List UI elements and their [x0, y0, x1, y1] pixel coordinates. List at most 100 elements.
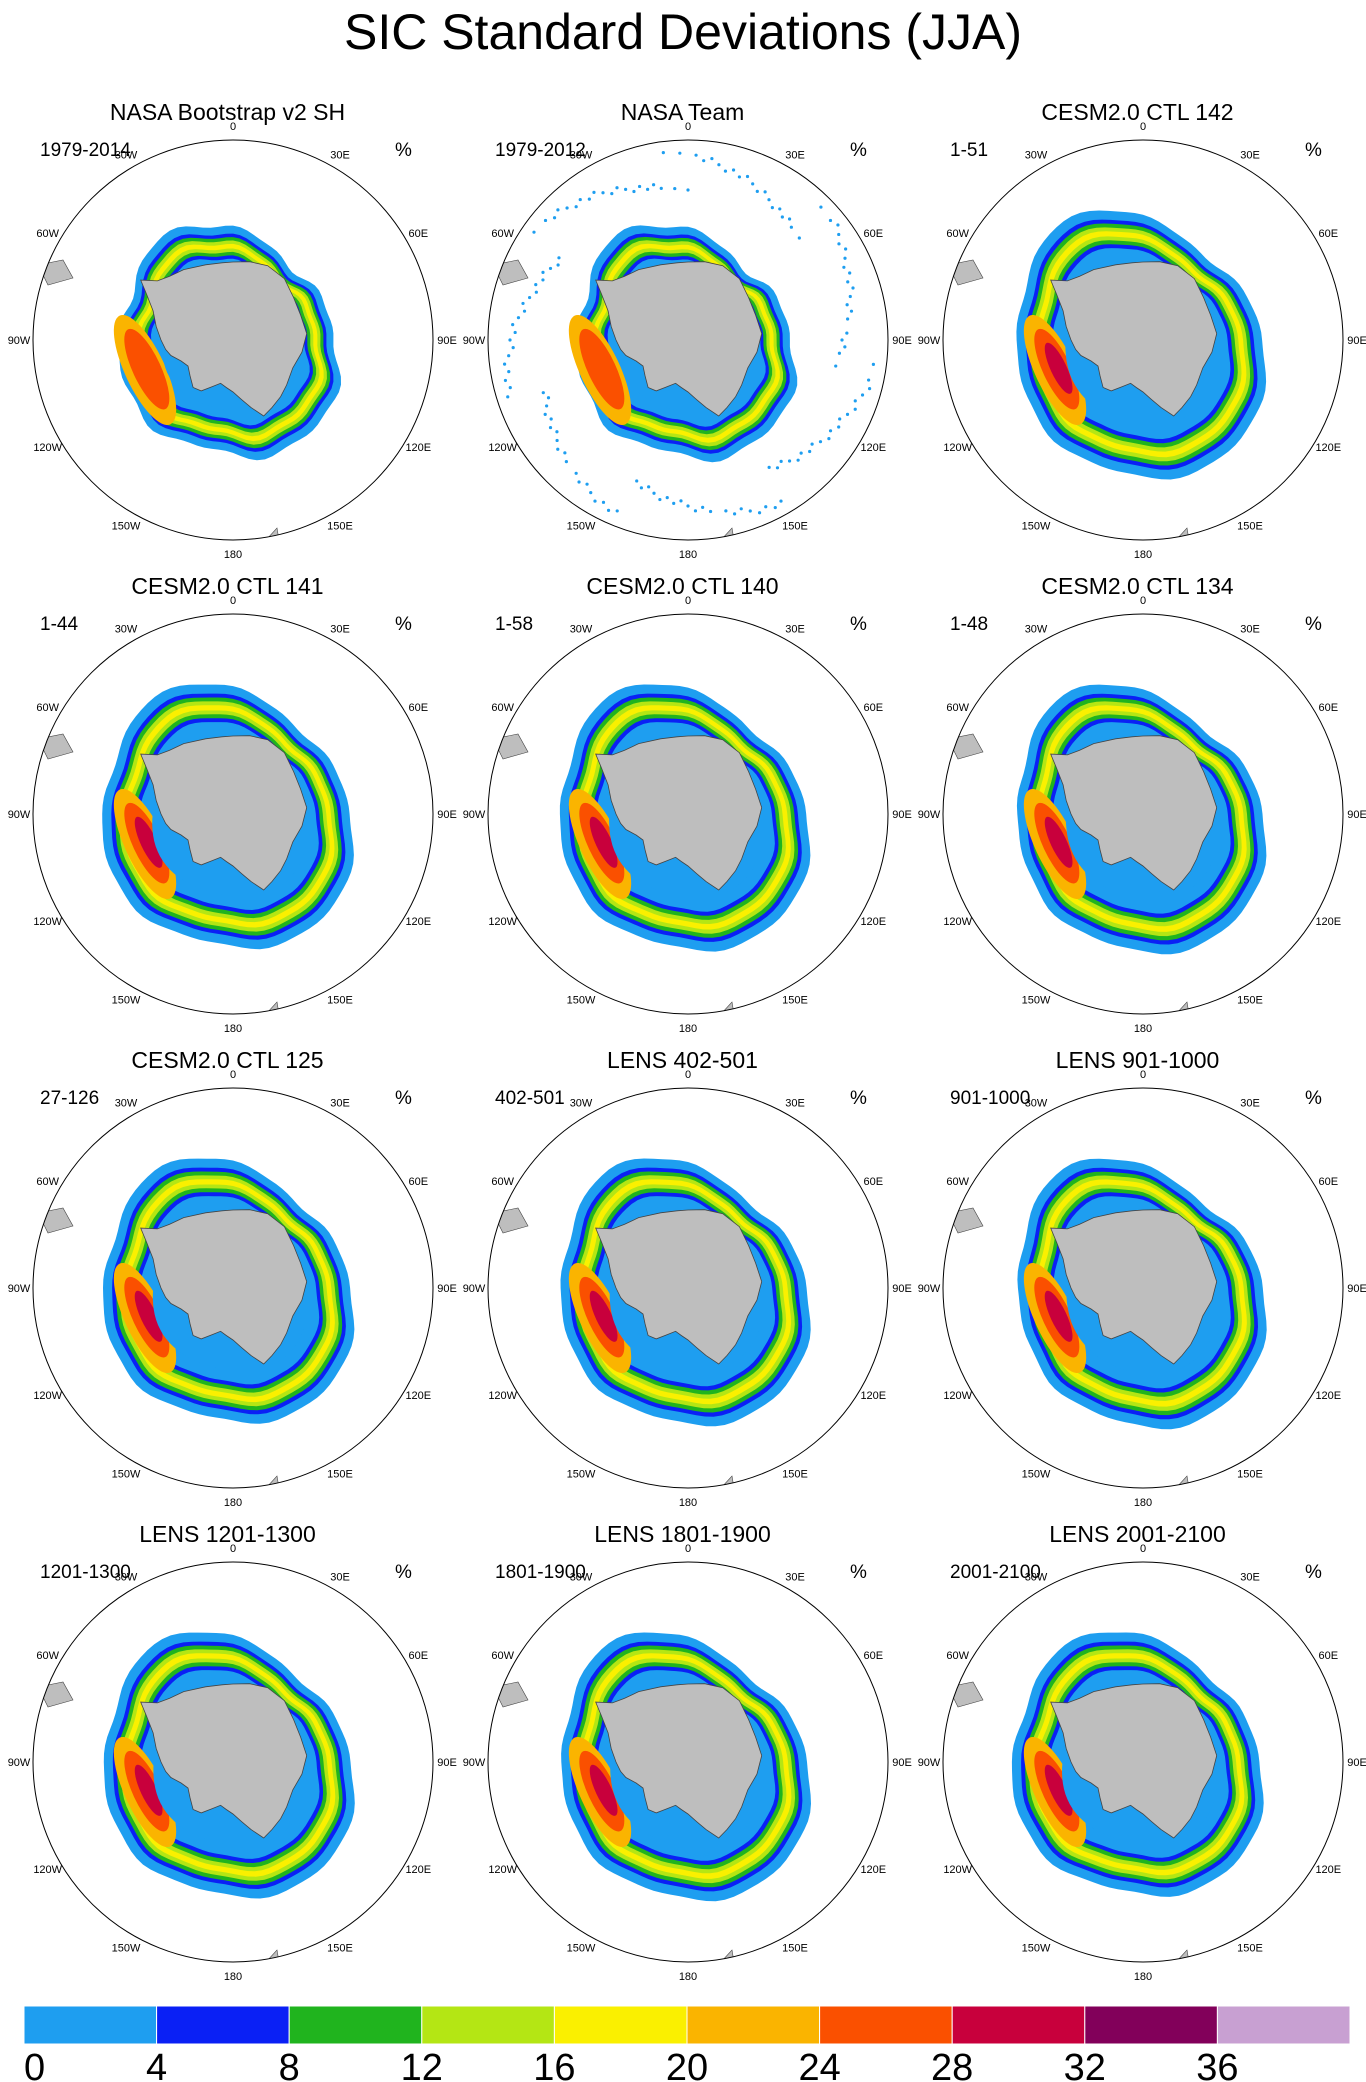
longitude-label: 90E — [1347, 335, 1366, 347]
longitude-label: 60E — [864, 228, 884, 240]
longitude-label: 30E — [785, 1098, 805, 1110]
longitude-label: 60E — [1319, 1176, 1339, 1188]
panel-title: NASA Bootstrap v2 SH — [109, 99, 346, 125]
panel-title: LENS 901-1000 — [1055, 1047, 1220, 1073]
longitude-label: 90W — [8, 1283, 31, 1295]
longitude-label: 30W — [570, 624, 593, 636]
longitude-label: 30E — [1240, 1098, 1260, 1110]
colorbar-swatch — [156, 2005, 290, 2045]
longitude-label: 150E — [782, 1468, 808, 1480]
longitude-label: 150W — [1022, 994, 1051, 1006]
longitude-label: 120E — [860, 916, 886, 928]
colorbar-swatch — [553, 2005, 688, 2045]
longitude-label: 30W — [570, 1572, 593, 1584]
longitude-label: 120E — [405, 1390, 431, 1402]
colorbar-swatch — [951, 2005, 1086, 2045]
panel-period: 1-51 — [950, 140, 989, 161]
longitude-label: 30W — [1025, 1572, 1048, 1584]
longitude-label: 0 — [1140, 595, 1146, 607]
map-boundary — [32, 139, 434, 541]
map-boundary — [487, 1087, 889, 1489]
polar-map: 0 30E 60E 90E 120E 150E 180 150W 120W 90W 60W 30W — [463, 595, 912, 1035]
panel-title: LENS 402-501 — [607, 1047, 758, 1073]
longitude-label: 90W — [8, 1757, 31, 1769]
panel-period: 1979-2014 — [40, 140, 131, 161]
panel-unit: % — [850, 1562, 867, 1583]
polar-map: 0 30E 60E 90E 120E 150E 180 150W 120W 90W 60W 30W — [463, 1543, 912, 1983]
panel-unit: % — [850, 1088, 867, 1109]
longitude-label: 90W — [8, 809, 31, 821]
longitude-label: 180 — [224, 1497, 242, 1509]
panel-unit: % — [1305, 140, 1322, 161]
longitude-label: 120W — [943, 1864, 972, 1876]
longitude-label: 120W — [33, 442, 62, 454]
longitude-label: 150W — [567, 1942, 596, 1954]
panel-unit: % — [1305, 614, 1322, 635]
map-boundary — [32, 1561, 434, 1963]
longitude-label: 120E — [860, 442, 886, 454]
map-panel: 0 30E 60E 90E 120E 150E 180 150W 120W 90W 60W 30W LE… — [455, 1422, 912, 1983]
longitude-label: 150W — [112, 1468, 141, 1480]
figure-title: SIC Standard Deviations (JJA) — [343, 4, 1023, 60]
panel-period: 1-44 — [40, 614, 79, 635]
longitude-label: 30E — [785, 150, 805, 162]
longitude-label: 30E — [330, 1098, 350, 1110]
longitude-label: 150W — [567, 994, 596, 1006]
longitude-label: 90W — [463, 335, 486, 347]
colorbar-swatch — [1216, 2005, 1351, 2045]
longitude-label: 90E — [1347, 1757, 1366, 1769]
longitude-label: 60W — [491, 228, 514, 240]
longitude-label: 30E — [330, 1572, 350, 1584]
longitude-label: 60W — [36, 228, 59, 240]
longitude-label: 150E — [327, 520, 353, 532]
map-panel: 0 30E 60E 90E 120E 150E 180 150W 120W 90W 60W 30W LE… — [910, 948, 1366, 1509]
panel-title: NASA Team — [620, 99, 745, 125]
longitude-label: 90W — [463, 809, 486, 821]
longitude-label: 120W — [488, 1864, 517, 1876]
longitude-label: 30W — [1025, 150, 1048, 162]
panel-unit: % — [395, 614, 412, 635]
map-boundary — [487, 613, 889, 1015]
longitude-label: 120E — [860, 1864, 886, 1876]
longitude-label: 60E — [1319, 702, 1339, 714]
longitude-label: 30W — [1025, 1098, 1048, 1110]
longitude-label: 30W — [115, 1572, 138, 1584]
longitude-label: 150E — [782, 994, 808, 1006]
panel-title: LENS 1801-1900 — [594, 1521, 771, 1547]
panel-period: 27-126 — [40, 1088, 100, 1109]
longitude-label: 90W — [918, 809, 941, 821]
longitude-label: 180 — [1134, 549, 1152, 561]
longitude-label: 120E — [860, 1390, 886, 1402]
longitude-label: 30W — [570, 1098, 593, 1110]
colorbar-tick-label: 12 — [401, 2047, 443, 2082]
longitude-label: 60W — [946, 702, 969, 714]
longitude-label: 120E — [1315, 916, 1341, 928]
longitude-label: 90E — [437, 335, 457, 347]
longitude-label: 90E — [892, 1283, 912, 1295]
longitude-label: 90W — [8, 335, 31, 347]
longitude-label: 180 — [1134, 1023, 1152, 1035]
longitude-label: 60W — [491, 702, 514, 714]
longitude-label: 120E — [405, 916, 431, 928]
longitude-label: 60E — [1319, 228, 1339, 240]
longitude-label: 90E — [1347, 1283, 1366, 1295]
longitude-label: 150W — [1022, 1942, 1051, 1954]
longitude-label: 90E — [892, 335, 912, 347]
longitude-label: 60E — [864, 702, 884, 714]
panel-period: 1979-2012 — [495, 140, 586, 161]
longitude-label: 30W — [115, 1098, 138, 1110]
colorbar-tick-label: 16 — [533, 2047, 575, 2082]
longitude-label: 150E — [1237, 1468, 1263, 1480]
longitude-label: 120W — [943, 1390, 972, 1402]
longitude-label: 0 — [1140, 1069, 1146, 1081]
longitude-label: 0 — [685, 1543, 691, 1555]
longitude-label: 90E — [892, 1757, 912, 1769]
longitude-label: 180 — [1134, 1971, 1152, 1983]
panel-period: 402-501 — [495, 1088, 565, 1109]
longitude-label: 120W — [943, 916, 972, 928]
longitude-label: 60W — [946, 1650, 969, 1662]
longitude-label: 60E — [864, 1176, 884, 1188]
longitude-label: 60W — [491, 1650, 514, 1662]
colorbar-tick-label: 32 — [1064, 2047, 1106, 2082]
panel-unit: % — [850, 614, 867, 635]
